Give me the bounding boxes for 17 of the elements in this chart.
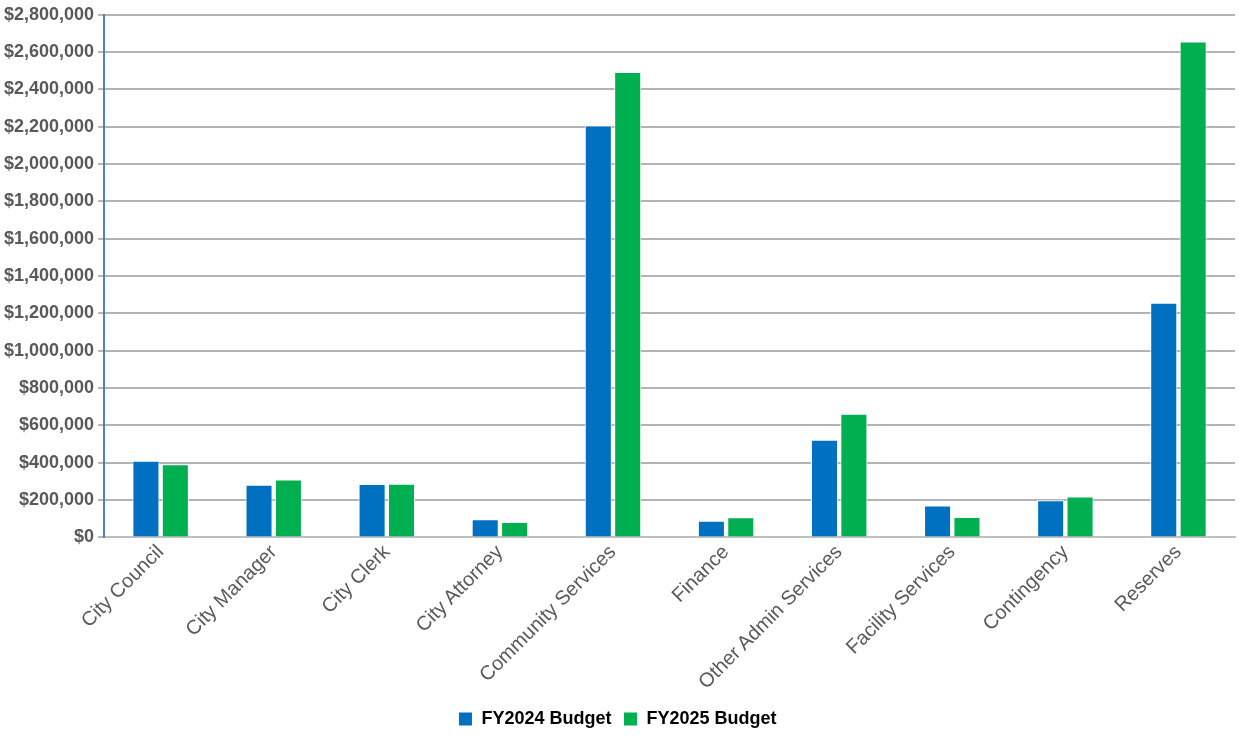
y-tick-label: $1,600,000	[3, 227, 95, 248]
y-tick-label: $1,000,000	[3, 339, 95, 360]
legend-label: FY2025 Budget	[646, 707, 777, 728]
y-tick-label: $1,200,000	[3, 302, 95, 323]
y-tick-label: $400,000	[19, 451, 95, 472]
y-tick-label: $1,800,000	[3, 190, 95, 211]
y-tick-label: $2,400,000	[3, 78, 95, 99]
y-tick-label: $2,800,000	[3, 3, 95, 24]
y-tick-label: $800,000	[19, 377, 95, 398]
y-tick-label: $2,200,000	[3, 115, 95, 136]
y-tick-label: $1,400,000	[3, 265, 95, 286]
legend-label: FY2024 Budget	[481, 707, 612, 728]
y-tick-label: $0	[74, 526, 95, 547]
y-tick-label: $200,000	[19, 489, 95, 510]
y-tick-label: $600,000	[19, 414, 95, 435]
y-tick-label: $2,600,000	[3, 41, 95, 62]
y-tick-label: $2,000,000	[3, 153, 95, 174]
